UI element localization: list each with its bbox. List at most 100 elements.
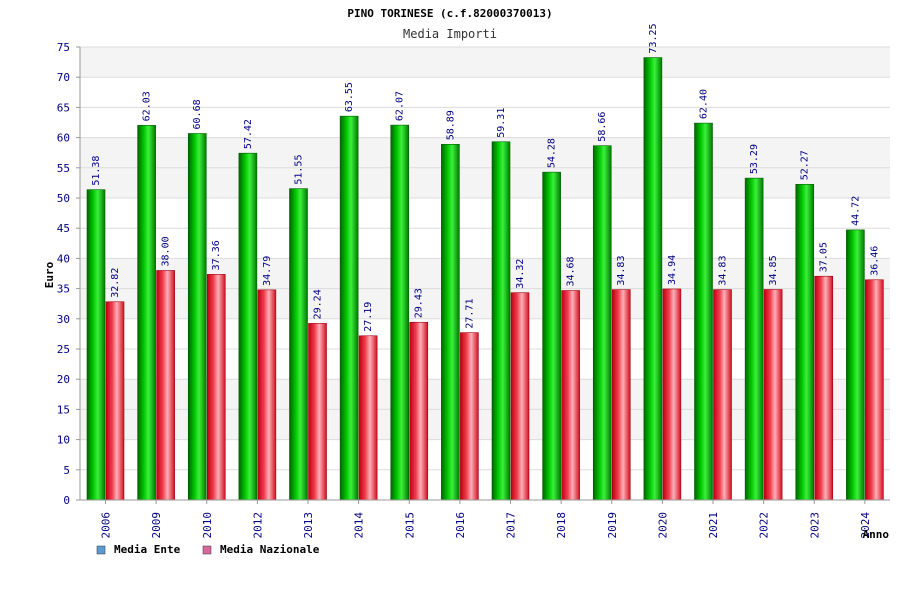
legend-label-media-ente: Media Ente [114, 543, 181, 556]
x-tick-label: 2010 [201, 512, 214, 539]
bar-media-nazionale [358, 335, 378, 501]
bar-value-label: 37.36 [211, 240, 222, 270]
x-tick-label: 2020 [656, 512, 669, 539]
bar-media-nazionale [611, 289, 631, 501]
bar-media-nazionale [409, 321, 429, 501]
bar-value-label: 52.27 [800, 150, 811, 180]
x-tick-label: 2023 [808, 512, 821, 539]
x-tick-label: 2018 [555, 512, 568, 539]
bar-value-label: 44.72 [850, 196, 861, 226]
y-tick-label: 30 [57, 313, 70, 326]
bar-value-label: 27.19 [363, 302, 374, 332]
bar-value-label: 62.03 [142, 91, 153, 121]
bar-media-ente [390, 124, 410, 501]
bar-media-nazionale [763, 289, 783, 501]
bar-value-label: 34.68 [566, 256, 577, 286]
x-tick-label: 2021 [707, 512, 720, 539]
bar-media-ente [542, 171, 561, 501]
bar-media-ente [795, 183, 815, 501]
bar-media-ente [592, 145, 612, 501]
bar-media-ente [238, 152, 258, 501]
bar-media-ente [643, 57, 663, 501]
y-tick-label: 55 [57, 162, 70, 175]
plot-band [80, 137, 890, 168]
legend-label-media-nazionale: Media Nazionale [220, 543, 320, 556]
bar-media-nazionale [206, 274, 226, 501]
legend-swatch-media-ente [96, 545, 106, 555]
y-tick-label: 5 [63, 464, 70, 477]
bar-value-label: 58.89 [445, 110, 456, 140]
bar-media-nazionale [561, 290, 580, 501]
y-tick-label: 60 [57, 132, 70, 145]
y-tick-label: 50 [57, 192, 70, 205]
plot-band [80, 107, 890, 138]
bars-group [86, 57, 884, 501]
bar-media-ente [441, 144, 460, 501]
x-tick-label: 2013 [302, 512, 315, 539]
chart-title: PINO TORINESE (c.f.82000370013) [347, 7, 552, 20]
bar-value-label: 59.31 [496, 108, 507, 138]
bar-value-label: 36.46 [869, 246, 880, 276]
legend-swatch-media-nazionale [202, 545, 212, 555]
y-tick-label: 70 [57, 71, 70, 84]
x-axis-ticks: 2006 2009 2010 2012 2013 2014 2015 2016 2017 2018… [100, 500, 872, 539]
bar-value-label: 63.55 [344, 82, 355, 112]
bar-media-nazionale [865, 279, 884, 501]
bar-labels-group: 51.38 32.82 62.03 38.00 60.68 37.36 57.42 34.79… [91, 23, 880, 331]
bar-value-label: 73.25 [648, 23, 659, 53]
bar-media-nazionale [662, 288, 682, 501]
x-tick-label: 2014 [353, 512, 366, 539]
bar-value-label: 34.94 [667, 255, 678, 285]
bar-value-label: 34.83 [718, 256, 729, 286]
plot-band [80, 77, 890, 108]
x-tick-label: 2016 [454, 512, 467, 539]
y-tick-label: 40 [57, 252, 70, 265]
bar-media-nazionale [105, 301, 125, 501]
bar-value-label: 37.05 [819, 242, 830, 272]
bar-value-label: 51.38 [91, 156, 102, 186]
bar-media-nazionale [460, 332, 479, 501]
y-tick-label: 45 [57, 222, 70, 235]
bar-media-ente [187, 133, 207, 501]
y-axis-ticks: 0 5 10 15 20 25 30 35 40 45 50 55 60 65 70 75 [57, 41, 80, 507]
bar-media-ente [339, 115, 359, 501]
bar-media-ente [137, 125, 156, 501]
bar-value-label: 57.42 [243, 119, 254, 149]
bar-media-nazionale [713, 289, 732, 501]
y-tick-label: 20 [57, 373, 70, 386]
bar-value-label: 34.85 [768, 255, 779, 285]
bar-media-nazionale [257, 289, 277, 501]
bar-value-label: 62.07 [395, 91, 406, 121]
bar-value-label: 29.43 [414, 288, 425, 318]
bar-value-label: 62.40 [699, 89, 710, 119]
bar-media-ente [694, 122, 713, 501]
x-tick-label: 2019 [606, 512, 619, 539]
bar-value-label: 34.83 [616, 256, 627, 286]
y-tick-label: 65 [57, 101, 70, 114]
x-tick-label: 2009 [150, 512, 163, 539]
x-tick-label: 2015 [403, 512, 416, 539]
plot-band [80, 47, 890, 78]
bar-value-label: 32.82 [110, 268, 121, 298]
bar-media-ente [491, 141, 511, 501]
legend: Media Ente Media Nazionale [96, 543, 320, 556]
x-tick-label: 2022 [758, 512, 771, 539]
y-tick-label: 10 [57, 434, 70, 447]
y-tick-label: 75 [57, 41, 70, 54]
chart-subtitle: Media Importi [403, 27, 497, 41]
bar-media-nazionale [814, 275, 834, 501]
bar-media-ente [744, 177, 764, 501]
bar-media-ente [846, 229, 865, 501]
y-axis-label: Euro [43, 261, 56, 288]
bar-value-label: 27.71 [464, 299, 475, 329]
bar-value-label: 38.00 [161, 236, 172, 266]
x-tick-label: 2006 [100, 512, 113, 539]
bar-value-label: 53.29 [749, 144, 760, 174]
y-tick-label: 35 [57, 283, 70, 296]
bar-media-ente [289, 188, 308, 501]
x-tick-label: 2017 [505, 512, 518, 539]
bar-value-label: 51.55 [294, 155, 305, 185]
bar-media-nazionale [156, 270, 175, 501]
bar-value-label: 60.68 [192, 99, 203, 129]
